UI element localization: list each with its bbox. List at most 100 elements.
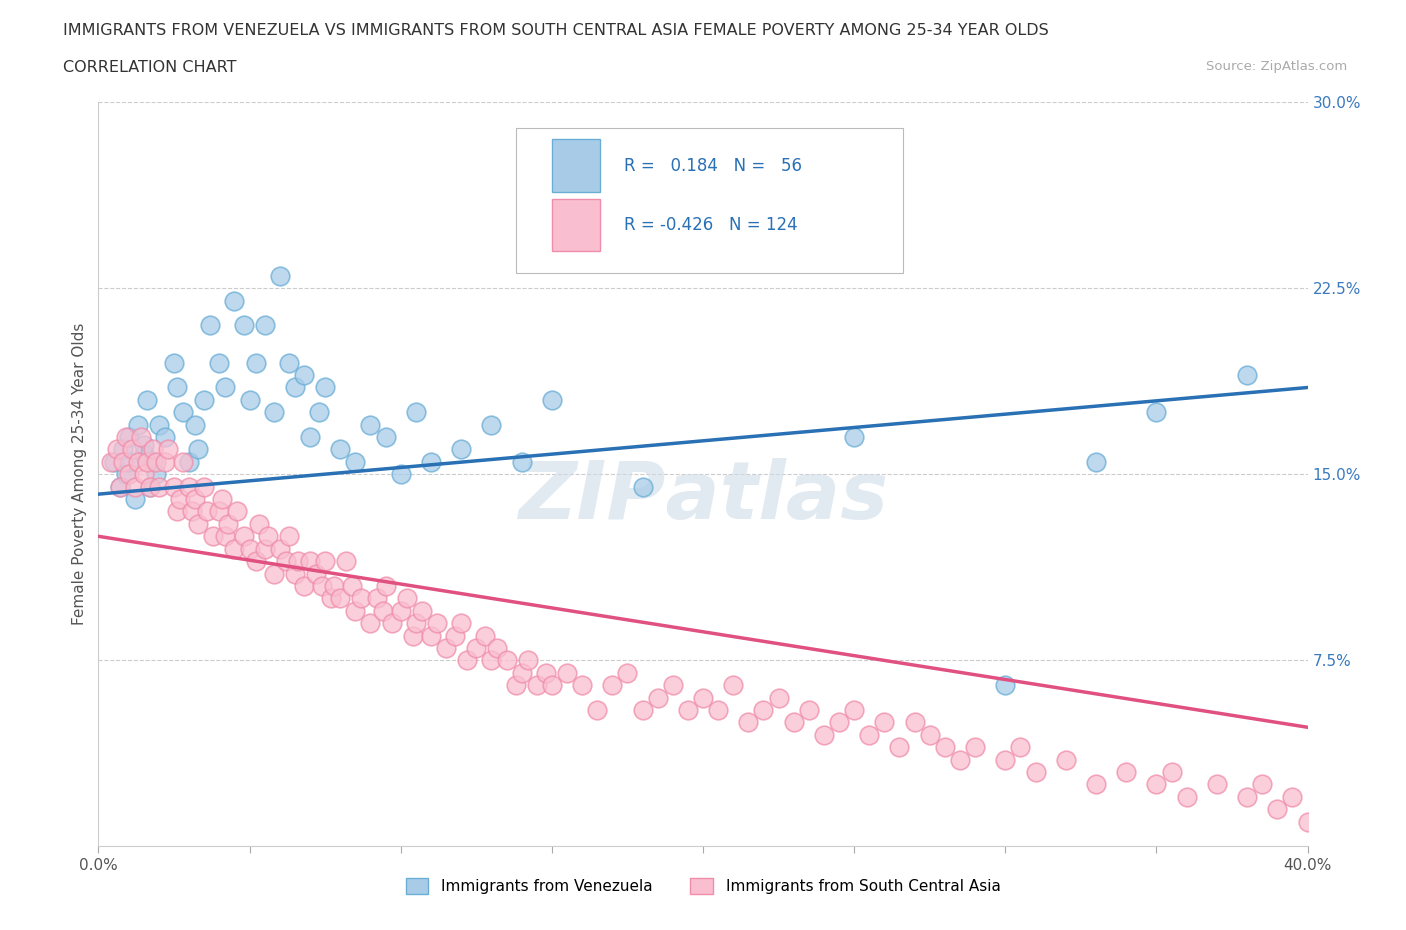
Point (344, 604, 367, 618)
Point (135, 455, 157, 470)
Point (153, 455, 176, 470)
Point (153, 430, 176, 445)
Point (181, 504, 204, 519)
Point (510, 455, 533, 470)
Point (1236, 367, 1258, 382)
Point (828, 715, 851, 730)
Point (124, 492, 146, 507)
Point (314, 380, 336, 395)
Point (813, 727, 835, 742)
Point (172, 405, 194, 419)
Point (342, 578, 364, 593)
Point (193, 392, 215, 407)
Point (350, 591, 373, 605)
Point (132, 437, 155, 452)
Point (200, 318, 222, 333)
Point (676, 702, 699, 717)
Point (214, 529, 236, 544)
Point (208, 355, 231, 370)
Point (918, 727, 941, 742)
Point (284, 566, 307, 581)
Point (108, 479, 131, 494)
Point (486, 641, 509, 656)
Point (299, 430, 322, 445)
Point (263, 405, 285, 419)
Point (389, 467, 412, 482)
Point (148, 479, 170, 494)
Point (737, 715, 759, 730)
Point (344, 455, 367, 470)
Point (1327, 790, 1350, 804)
Point (647, 690, 669, 705)
Point (184, 492, 207, 507)
Point (163, 479, 186, 494)
Point (274, 553, 297, 568)
Point (253, 541, 276, 556)
Point (195, 504, 218, 519)
Point (335, 553, 357, 568)
Point (858, 727, 880, 742)
Point (321, 591, 343, 605)
Point (360, 616, 382, 631)
Point (214, 380, 236, 395)
Point (127, 455, 149, 470)
Point (1341, 814, 1364, 829)
Point (193, 479, 215, 494)
Point (405, 616, 427, 631)
Point (114, 430, 136, 445)
Point (1115, 764, 1137, 779)
Point (586, 702, 609, 717)
Point (402, 628, 425, 643)
Point (142, 455, 165, 470)
Text: ZIP​atlas: ZIP​atlas (517, 458, 889, 536)
Point (1386, 790, 1406, 804)
Point (232, 318, 254, 333)
Point (571, 678, 593, 693)
Point (269, 269, 291, 284)
Point (163, 355, 186, 370)
Point (426, 616, 449, 631)
Point (245, 355, 267, 370)
Point (111, 442, 134, 457)
Point (111, 455, 134, 470)
Text: R = -0.426   N = 124: R = -0.426 N = 124 (624, 216, 799, 234)
Point (949, 752, 972, 767)
Point (127, 418, 149, 432)
Point (187, 516, 209, 531)
Point (1144, 777, 1167, 791)
Point (752, 702, 775, 717)
Point (405, 405, 427, 419)
Point (263, 566, 285, 581)
Text: IMMIGRANTS FROM VENEZUELA VS IMMIGRANTS FROM SOUTH CENTRAL ASIA FEMALE POVERTY A: IMMIGRANTS FROM VENEZUELA VS IMMIGRANTS … (63, 23, 1049, 38)
Point (374, 578, 396, 593)
Point (224, 541, 246, 556)
Point (1175, 790, 1198, 804)
FancyBboxPatch shape (551, 140, 600, 192)
Point (495, 653, 517, 668)
Point (277, 529, 299, 544)
Point (305, 566, 328, 581)
Point (139, 479, 162, 494)
Point (208, 504, 231, 519)
Point (692, 690, 714, 705)
Point (1296, 814, 1319, 829)
Point (239, 541, 262, 556)
Point (232, 529, 254, 544)
Point (329, 442, 352, 457)
Text: R =   0.184   N =   56: R = 0.184 N = 56 (624, 156, 803, 175)
Point (314, 553, 336, 568)
Point (434, 641, 457, 656)
Point (411, 604, 433, 618)
Point (481, 418, 503, 432)
Point (118, 455, 141, 470)
Point (934, 739, 956, 754)
FancyBboxPatch shape (516, 128, 903, 273)
Point (707, 702, 730, 717)
Point (166, 504, 188, 519)
Point (526, 678, 548, 693)
Point (540, 678, 562, 693)
Text: CORRELATION CHART: CORRELATION CHART (63, 60, 236, 75)
Point (450, 616, 472, 631)
Point (540, 392, 562, 407)
Point (1144, 405, 1167, 419)
